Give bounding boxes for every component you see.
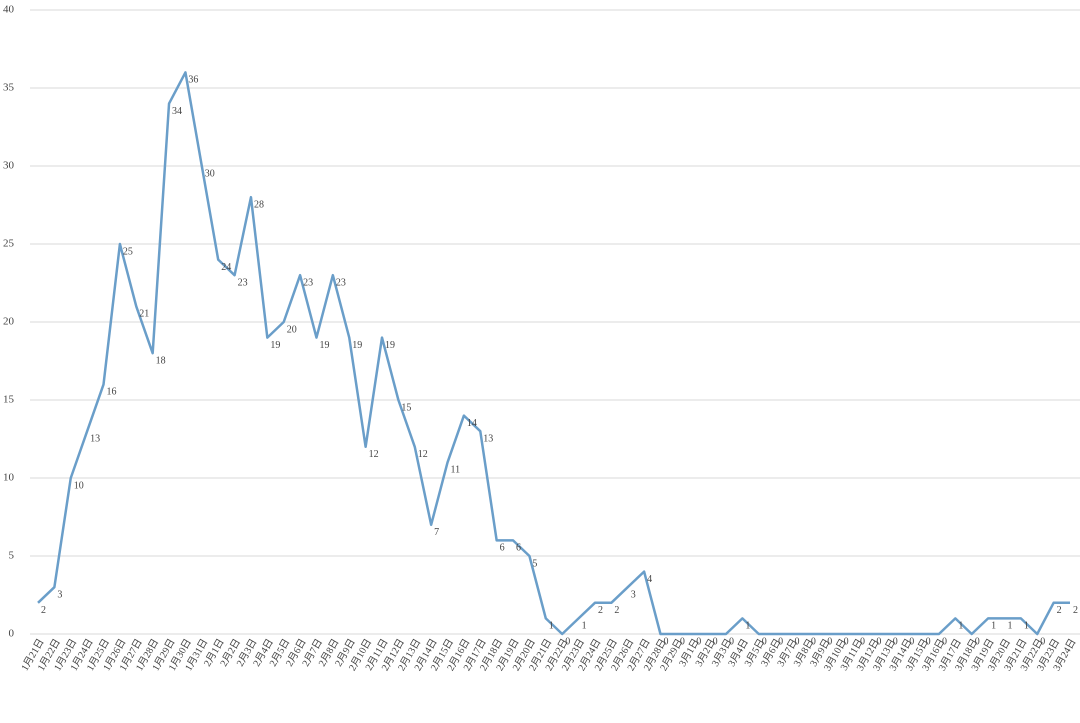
data-label: 3: [631, 589, 636, 600]
y-tick-label: 35: [3, 82, 15, 94]
data-label: 0: [713, 636, 718, 647]
data-label: 2: [614, 605, 619, 616]
data-label: 24: [221, 262, 231, 273]
y-tick-label: 30: [3, 160, 15, 172]
data-label: 6: [500, 543, 505, 554]
data-label: 2: [598, 605, 603, 616]
data-label: 0: [909, 636, 914, 647]
data-label: 36: [188, 75, 198, 86]
y-tick-label: 0: [9, 628, 15, 640]
data-label: 0: [795, 636, 800, 647]
data-label: 0: [827, 636, 832, 647]
data-label: 0: [926, 636, 931, 647]
data-label: 5: [532, 558, 537, 569]
data-label: 28: [254, 199, 264, 210]
data-label: 0: [975, 636, 980, 647]
data-label: 1: [991, 621, 996, 632]
data-label: 19: [319, 340, 329, 351]
data-label: 0: [663, 636, 668, 647]
data-label: 19: [352, 340, 362, 351]
data-label: 0: [876, 636, 881, 647]
data-label: 1: [1024, 621, 1029, 632]
data-label: 0: [942, 636, 947, 647]
data-label: 0: [811, 636, 816, 647]
y-tick-label: 10: [3, 472, 15, 484]
y-tick-label: 25: [3, 238, 15, 250]
data-label: 0: [729, 636, 734, 647]
data-label: 3: [57, 589, 62, 600]
data-label: 23: [238, 277, 248, 288]
data-label: 13: [90, 433, 100, 444]
data-label: 19: [385, 340, 395, 351]
data-label: 0: [860, 636, 865, 647]
y-tick-label: 20: [3, 316, 15, 328]
data-label: 23: [303, 277, 313, 288]
data-line: [37, 71, 1070, 636]
data-label: 25: [123, 246, 133, 257]
data-label: 0: [1040, 636, 1045, 647]
data-label: 7: [434, 527, 439, 538]
data-label: 12: [369, 449, 379, 460]
data-label: 1: [1007, 621, 1012, 632]
data-label: 11: [451, 465, 461, 476]
data-label: 0: [844, 636, 849, 647]
data-label: 13: [483, 433, 493, 444]
data-label: 6: [516, 543, 521, 554]
data-label: 1: [582, 621, 587, 632]
data-label: 19: [270, 340, 280, 351]
data-label: 4: [647, 574, 652, 585]
data-label: 15: [401, 402, 411, 413]
data-label: 12: [418, 449, 428, 460]
data-label: 0: [762, 636, 767, 647]
data-label: 30: [205, 168, 215, 179]
data-label: 10: [74, 480, 84, 491]
data-label: 2: [1057, 605, 1062, 616]
data-label: 0: [696, 636, 701, 647]
data-label: 21: [139, 309, 149, 320]
data-label: 1: [958, 621, 963, 632]
data-label: 0: [893, 636, 898, 647]
data-label: 14: [467, 418, 477, 429]
data-label: 2: [41, 605, 46, 616]
data-label: 1: [745, 621, 750, 632]
data-label: 18: [156, 355, 166, 366]
data-label: 0: [778, 636, 783, 647]
y-tick-label: 5: [9, 550, 15, 562]
data-label: 23: [336, 277, 346, 288]
data-label: 0: [565, 636, 570, 647]
data-label: 2: [1073, 605, 1078, 616]
data-label: 20: [287, 324, 297, 335]
y-tick-label: 40: [3, 4, 15, 16]
data-label: 34: [172, 106, 182, 117]
data-label: 1: [549, 621, 554, 632]
data-label: 0: [680, 636, 685, 647]
y-tick-label: 15: [3, 394, 15, 406]
data-label: 16: [107, 387, 117, 398]
